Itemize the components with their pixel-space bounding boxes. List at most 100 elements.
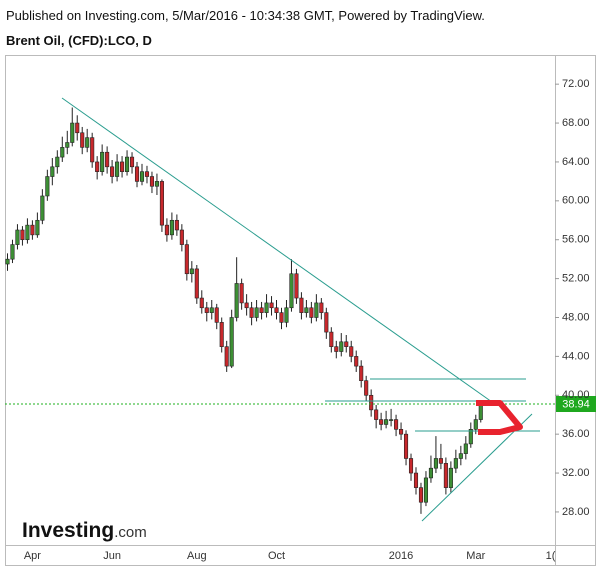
y-tick-label: 28.00 bbox=[562, 506, 590, 518]
candle-body bbox=[339, 341, 344, 352]
candle-body bbox=[110, 166, 115, 177]
candle-body bbox=[95, 161, 100, 172]
y-tick-label: 36.00 bbox=[562, 428, 590, 440]
candle-body bbox=[463, 443, 468, 454]
candle-body bbox=[364, 380, 369, 396]
candle-body bbox=[389, 419, 394, 421]
candle-body bbox=[359, 365, 364, 381]
chart-frame bbox=[5, 55, 596, 566]
candle-body bbox=[20, 229, 25, 241]
candle-body bbox=[374, 409, 379, 420]
x-tick-label: Jun bbox=[103, 550, 121, 562]
candle-body bbox=[174, 219, 179, 231]
candle-body bbox=[80, 132, 85, 148]
candle-body bbox=[85, 137, 90, 148]
candle-body bbox=[294, 273, 299, 299]
candle-body bbox=[149, 176, 155, 187]
candle-body bbox=[229, 317, 234, 367]
candle-body bbox=[304, 307, 309, 313]
candle-body bbox=[369, 394, 374, 411]
candle-body bbox=[324, 312, 329, 333]
last-price-box bbox=[556, 396, 596, 412]
candle-body bbox=[184, 244, 189, 275]
candle-body bbox=[164, 224, 169, 236]
candle-body bbox=[254, 307, 259, 318]
candle-body bbox=[134, 166, 140, 182]
y-tick-label: 72.00 bbox=[562, 78, 590, 90]
candle-body bbox=[453, 458, 458, 469]
y-tick-label: 56.00 bbox=[562, 234, 590, 246]
candle-body bbox=[209, 307, 214, 313]
candle-body bbox=[40, 195, 45, 221]
candle-body bbox=[264, 302, 269, 313]
candle-body bbox=[70, 122, 75, 143]
candle-body bbox=[60, 147, 65, 158]
candle-body bbox=[144, 171, 150, 177]
candle-body bbox=[478, 405, 483, 420]
candle-body bbox=[408, 458, 414, 474]
plot-area bbox=[5, 107, 483, 514]
candle-body bbox=[433, 458, 438, 469]
candle-body bbox=[15, 229, 20, 245]
candle-body bbox=[120, 161, 125, 172]
candle-body bbox=[45, 176, 50, 197]
candle-body bbox=[105, 151, 110, 168]
candle-body bbox=[199, 297, 204, 309]
trend-line bbox=[61, 97, 493, 403]
candle-body bbox=[344, 341, 349, 347]
y-tick-label: 32.00 bbox=[562, 467, 590, 479]
candle-body bbox=[239, 283, 244, 304]
candle-body bbox=[214, 307, 219, 323]
candle-body bbox=[289, 273, 294, 309]
candle-body bbox=[194, 268, 199, 299]
logo: Investing.com bbox=[22, 519, 147, 542]
candle-body bbox=[443, 463, 448, 488]
candle-body bbox=[55, 156, 60, 168]
candle-body bbox=[25, 224, 30, 241]
candle-body bbox=[354, 356, 359, 367]
candle-body bbox=[384, 419, 389, 425]
last-price-label: 38.94 bbox=[562, 398, 590, 410]
candle-body bbox=[5, 258, 10, 265]
x-tick-label: Apr bbox=[24, 550, 41, 562]
candle-body bbox=[90, 137, 95, 163]
candle-body bbox=[448, 467, 453, 488]
candle-body bbox=[279, 312, 284, 323]
y-tick-label: 40.00 bbox=[562, 389, 590, 401]
candle-body bbox=[259, 307, 264, 313]
candle-body bbox=[169, 219, 174, 236]
candle-body bbox=[329, 331, 334, 347]
candle-body bbox=[319, 302, 324, 313]
candle-body bbox=[159, 181, 164, 226]
arrow-annotation bbox=[476, 400, 523, 435]
x-tick-label: 1( bbox=[546, 550, 556, 562]
candle-body bbox=[219, 322, 224, 347]
candle-body bbox=[309, 307, 314, 318]
candle-body bbox=[438, 458, 443, 464]
candle-body bbox=[75, 122, 80, 134]
candle-body bbox=[249, 307, 254, 318]
x-tick-label: Oct bbox=[268, 550, 285, 562]
candle-body bbox=[154, 181, 159, 187]
candle-body bbox=[379, 419, 384, 425]
candle-body bbox=[299, 297, 304, 313]
candle-body bbox=[30, 224, 35, 236]
candle-body bbox=[473, 419, 478, 430]
candle-body bbox=[423, 477, 429, 503]
y-tick-label: 68.00 bbox=[562, 117, 590, 129]
candle-body bbox=[349, 346, 354, 357]
x-tick-label: Aug bbox=[187, 550, 207, 562]
candle-body bbox=[314, 302, 319, 318]
candle-body bbox=[269, 302, 274, 309]
candle-body bbox=[413, 472, 419, 488]
candle-body bbox=[244, 302, 249, 309]
candle-body bbox=[399, 429, 404, 435]
candle-body bbox=[234, 283, 239, 318]
y-tick-label: 52.00 bbox=[562, 273, 590, 285]
candle-body bbox=[224, 346, 229, 367]
annotations bbox=[5, 97, 555, 522]
candle-body bbox=[468, 429, 473, 445]
logo-suffix: .com bbox=[114, 524, 147, 541]
x-tick-label: 2016 bbox=[389, 550, 413, 562]
